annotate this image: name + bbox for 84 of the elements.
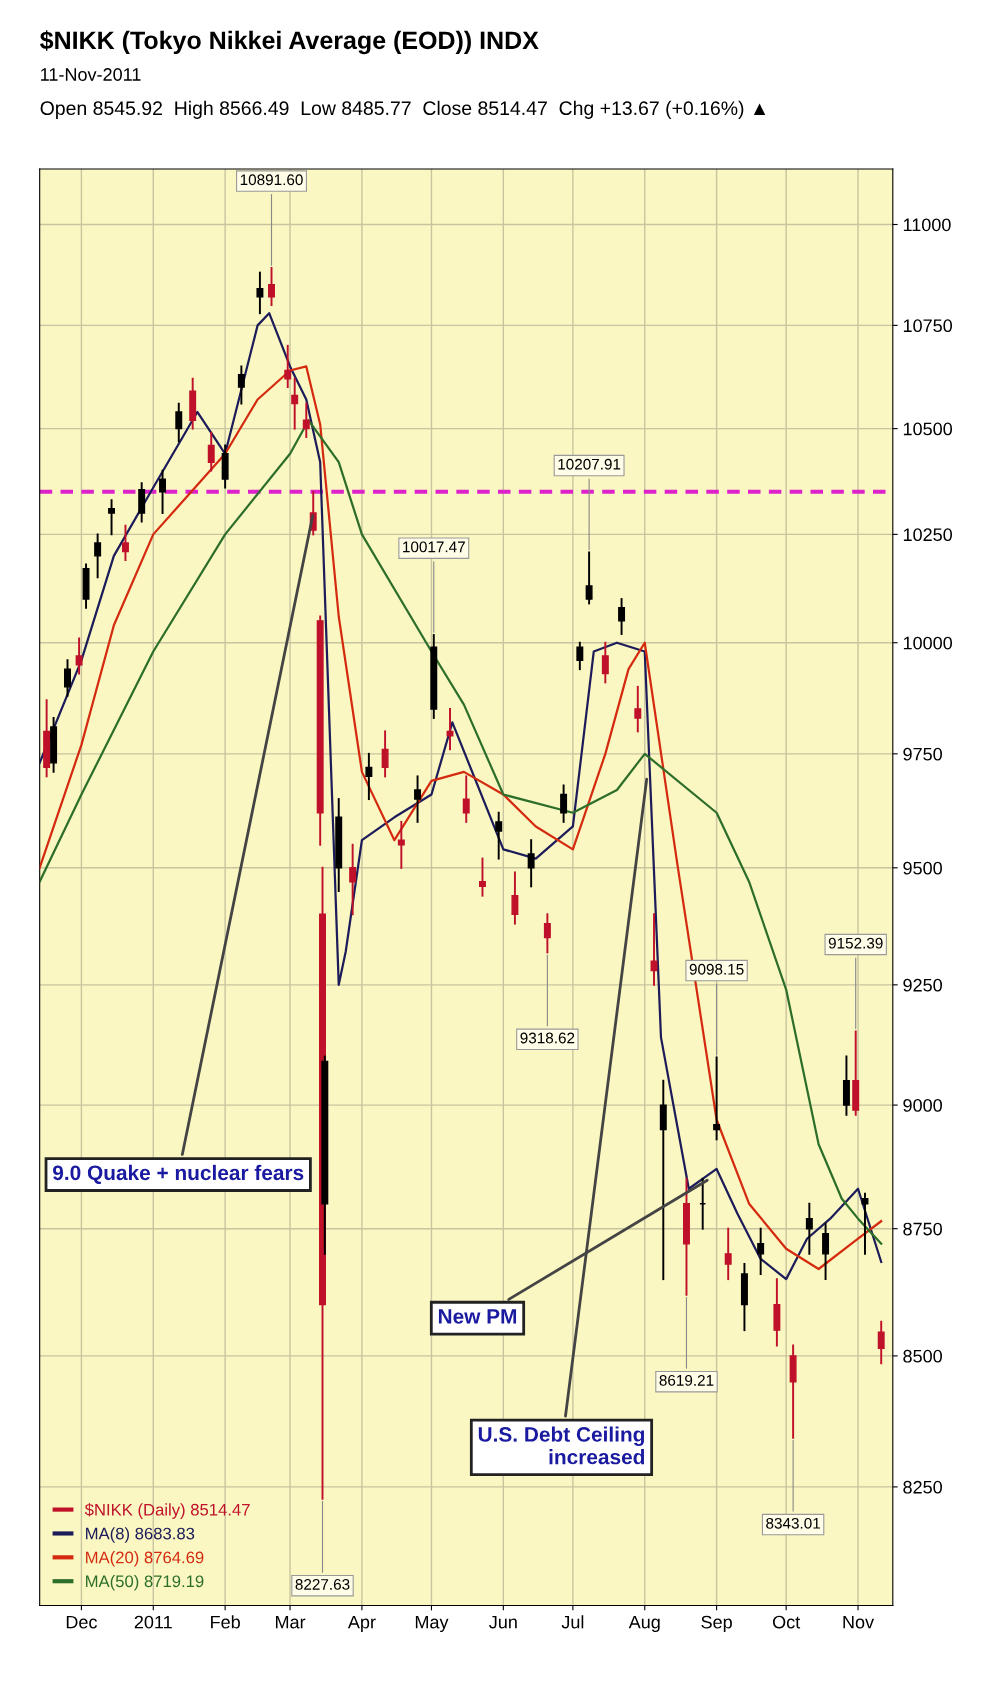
candlestick	[560, 784, 568, 823]
candlestick	[724, 1227, 732, 1281]
candlestick	[601, 641, 609, 684]
candlestick	[159, 469, 167, 514]
candlestick	[585, 551, 593, 605]
candlestick	[414, 775, 422, 823]
candlestick	[138, 482, 146, 523]
x-tick-label: Feb	[211, 1615, 240, 1629]
candlestick	[650, 913, 658, 986]
candlestick	[94, 533, 102, 579]
x-tick-label: Oct	[772, 1615, 801, 1629]
candlestick	[237, 365, 245, 405]
x-tick-label: May	[415, 1615, 449, 1633]
y-tick-label: 11000	[903, 218, 951, 232]
candlestick	[495, 811, 503, 860]
x-tick-label: Apr	[347, 1615, 376, 1633]
annotation: 9.0 Quake + nuclear fears	[53, 1164, 304, 1185]
candlestick	[543, 913, 551, 954]
annotation: 10891.60	[240, 174, 303, 186]
annotation: 9098.15	[689, 963, 744, 975]
candlestick	[207, 431, 215, 472]
candlestick	[284, 344, 292, 389]
candlestick	[822, 1222, 830, 1281]
candlestick	[349, 843, 357, 916]
legend-label: MA(50) 8719.19	[86, 1574, 204, 1591]
annotation: New PM	[438, 1309, 517, 1324]
y-tick-label: 8250	[903, 1480, 942, 1494]
candlestick	[618, 598, 626, 635]
y-tick-label: 10250	[903, 528, 953, 542]
candlestick	[713, 1056, 721, 1141]
chart-subtitle: 11-Nov-2011	[41, 68, 141, 81]
x-tick-label: Nov	[843, 1615, 875, 1629]
candlestick	[462, 775, 470, 823]
x-tick-label: Aug	[628, 1615, 660, 1633]
y-tick-label: 9750	[903, 747, 942, 761]
candlestick	[446, 708, 454, 751]
annotation: 9318.62	[520, 1032, 575, 1044]
y-tick-label: 8750	[903, 1222, 942, 1236]
text: Open 8545.92 High 8566.49 Low 8485.77 Close 8514.47 Chg +13.67 (+0.16%) ▲	[40, 100, 766, 119]
y-tick-label: 8500	[903, 1349, 942, 1363]
candlestick	[659, 1079, 667, 1281]
candlestick	[121, 524, 129, 562]
candlestick	[757, 1227, 765, 1276]
candlestick	[634, 685, 642, 733]
candlestick	[478, 857, 486, 897]
x-tick-label: Mar	[275, 1615, 306, 1629]
candlestick	[877, 1320, 885, 1365]
annotation: 8619.21	[659, 1374, 714, 1386]
x-tick-label: Dec	[66, 1615, 97, 1629]
chart-title: $NIKK (Tokyo Nikkei Average (EOD)) INDX	[40, 30, 539, 55]
x-tick-label: Sep	[701, 1615, 732, 1633]
x-tick-label: 2011	[134, 1615, 172, 1629]
legend-label: MA(8) 8683.83	[86, 1527, 195, 1543]
y-tick-label: 10500	[903, 422, 953, 436]
candlestick	[511, 871, 519, 925]
y-tick-label: 10000	[903, 636, 953, 650]
candlestick	[302, 402, 310, 438]
annotation: 8343.01	[766, 1517, 820, 1529]
candlestick	[365, 752, 373, 801]
candlestick	[291, 377, 299, 430]
candlestick	[108, 499, 116, 536]
candlestick	[576, 641, 584, 671]
y-tick-label: 10750	[903, 319, 953, 333]
y-tick-label: 9250	[903, 978, 942, 992]
candlestick	[175, 402, 183, 443]
candlestick	[64, 659, 71, 697]
candlestick	[268, 266, 275, 306]
candlestick	[75, 637, 83, 675]
annotation: U.S. Debt Ceiling increased	[478, 1426, 645, 1465]
x-tick-label: Jun	[489, 1615, 517, 1629]
legend-label: MA(20) 8764.69	[86, 1551, 204, 1567]
candlestick	[256, 271, 264, 315]
y-tick-label: 9500	[903, 861, 942, 875]
candlestick	[527, 839, 535, 888]
candlestick	[397, 820, 405, 869]
candlestick	[805, 1202, 813, 1255]
y-tick-label: 9000	[903, 1099, 942, 1112]
annotation: 9152.39	[828, 937, 883, 949]
annotation: 10207.91	[558, 458, 621, 470]
candlestick	[381, 730, 389, 778]
annotation: 8227.63	[295, 1578, 350, 1590]
legend-label: $NIKK (Daily) 8514.47	[84, 1503, 250, 1519]
x-tick-label: Jul	[561, 1615, 584, 1629]
annotation: 10017.47	[403, 541, 465, 553]
